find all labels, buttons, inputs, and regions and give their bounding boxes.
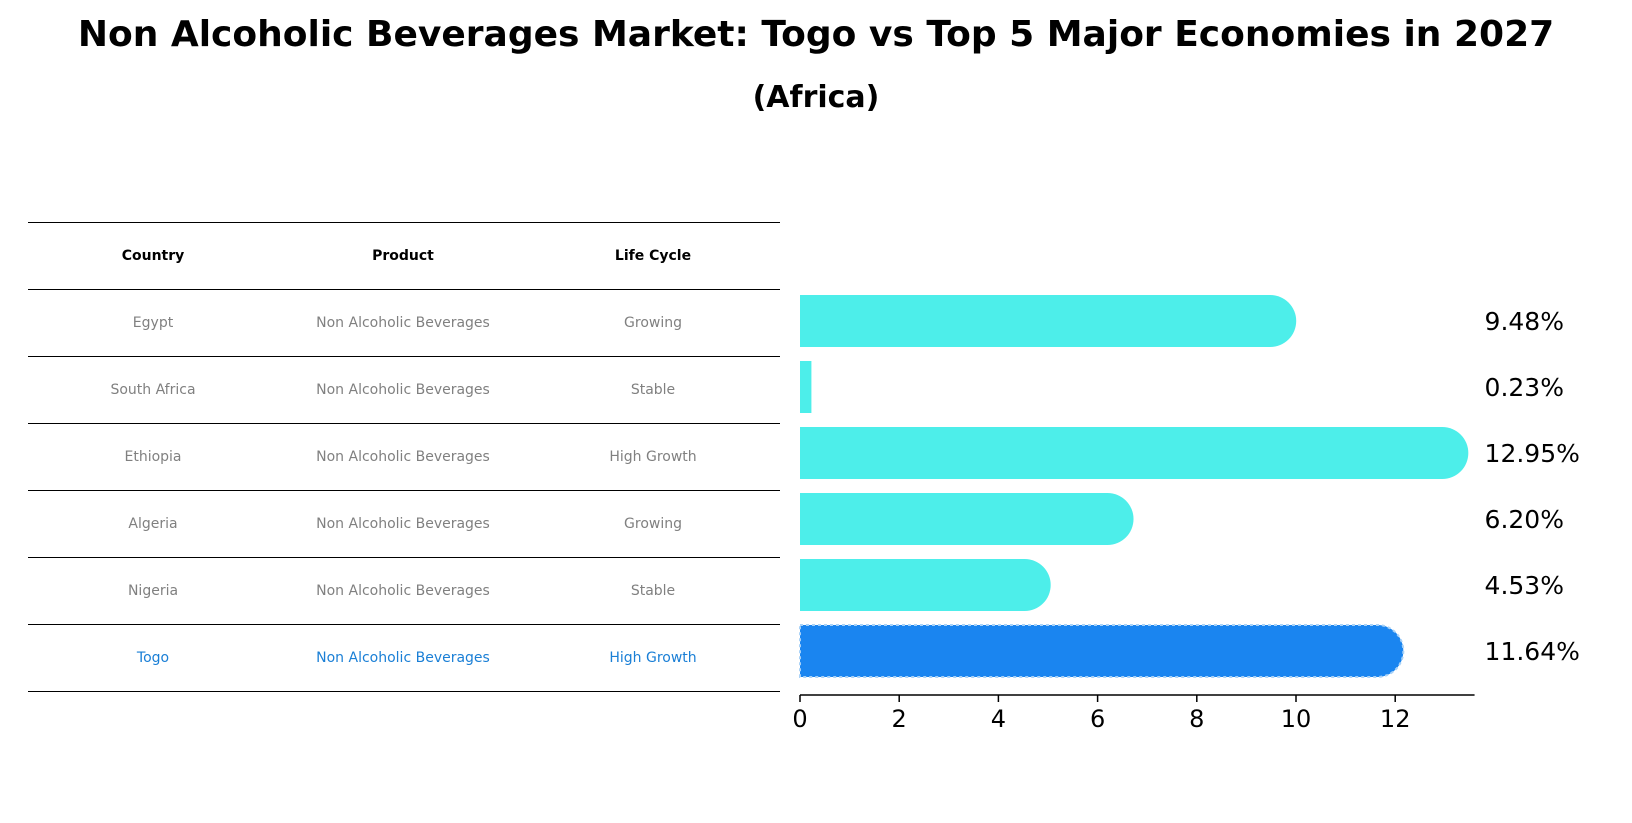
cell-country: Nigeria: [127, 583, 179, 599]
cell-product: Non Alcoholic Beverages: [316, 315, 490, 331]
cell-product: Non Alcoholic Beverages: [316, 650, 490, 666]
x-tick-label: 12: [1380, 705, 1411, 733]
table-row: Ethiopia Non Alcoholic Beverages High Gr…: [28, 424, 780, 490]
bar-ethiopia: [800, 427, 1469, 479]
x-tick-label: 6: [1090, 705, 1105, 733]
value-label: 12.95%: [1485, 439, 1580, 468]
cell-life-cycle: High Growth: [609, 449, 697, 465]
bar-togo: [799, 624, 1405, 678]
cell-country: Algeria: [128, 516, 178, 532]
cell-life-cycle: High Growth: [609, 650, 697, 666]
table-rule: [28, 490, 780, 491]
x-tick-label: 8: [1189, 705, 1204, 733]
cell-life-cycle: Growing: [624, 315, 682, 331]
table-rule: [28, 624, 780, 625]
cell-product: Non Alcoholic Beverages: [316, 382, 490, 398]
chart-subtitle: (Africa): [752, 80, 880, 115]
table-row: Egypt Non Alcoholic Beverages Growing: [28, 290, 780, 356]
bar-nigeria: [800, 559, 1051, 611]
x-tick-label: 10: [1281, 705, 1312, 733]
x-tick-label: 0: [792, 705, 807, 733]
cell-product: Non Alcoholic Beverages: [316, 583, 490, 599]
table-rule: [28, 423, 780, 424]
table-rule: [28, 691, 780, 692]
cell-life-cycle: Stable: [630, 382, 676, 398]
data-table: Country Product Life Cycle Egypt Non Alc…: [28, 222, 780, 692]
header-life-cycle: Life Cycle: [614, 248, 692, 264]
x-tick-label: 2: [892, 705, 907, 733]
header-product: Product: [372, 248, 434, 264]
bar-egypt: [800, 295, 1297, 347]
value-label: 11.64%: [1485, 637, 1580, 666]
table-row: Nigeria Non Alcoholic Beverages Stable: [28, 558, 780, 624]
cell-product: Non Alcoholic Beverages: [316, 516, 490, 532]
cell-country: Egypt: [132, 315, 174, 331]
cell-country: South Africa: [110, 382, 196, 398]
table-row-highlight: Togo Non Alcoholic Beverages High Growth: [28, 625, 780, 691]
cell-life-cycle: Stable: [630, 583, 676, 599]
value-label: 9.48%: [1485, 307, 1564, 336]
table-rule: [28, 289, 780, 290]
value-label: 6.20%: [1485, 505, 1564, 534]
cell-life-cycle: Growing: [624, 516, 682, 532]
table-rule: [28, 557, 780, 558]
table-row: South Africa Non Alcoholic Beverages Sta…: [28, 357, 780, 423]
table-header-row: Country Product Life Cycle: [28, 223, 780, 289]
cell-country: Ethiopia: [124, 449, 182, 465]
header-country: Country: [121, 248, 185, 264]
bar-algeria: [800, 493, 1134, 545]
x-tick-label: 4: [991, 705, 1006, 733]
table-rule: [28, 356, 780, 357]
cell-country: Togo: [136, 650, 170, 666]
table-row: Algeria Non Alcoholic Beverages Growing: [28, 491, 780, 557]
chart-title: Non Alcoholic Beverages Market: Togo vs …: [77, 14, 1555, 55]
bar-south-africa: [800, 361, 812, 413]
table-rule: [28, 222, 780, 223]
cell-product: Non Alcoholic Beverages: [316, 449, 490, 465]
value-label: 0.23%: [1485, 373, 1564, 402]
value-label: 4.53%: [1485, 571, 1564, 600]
